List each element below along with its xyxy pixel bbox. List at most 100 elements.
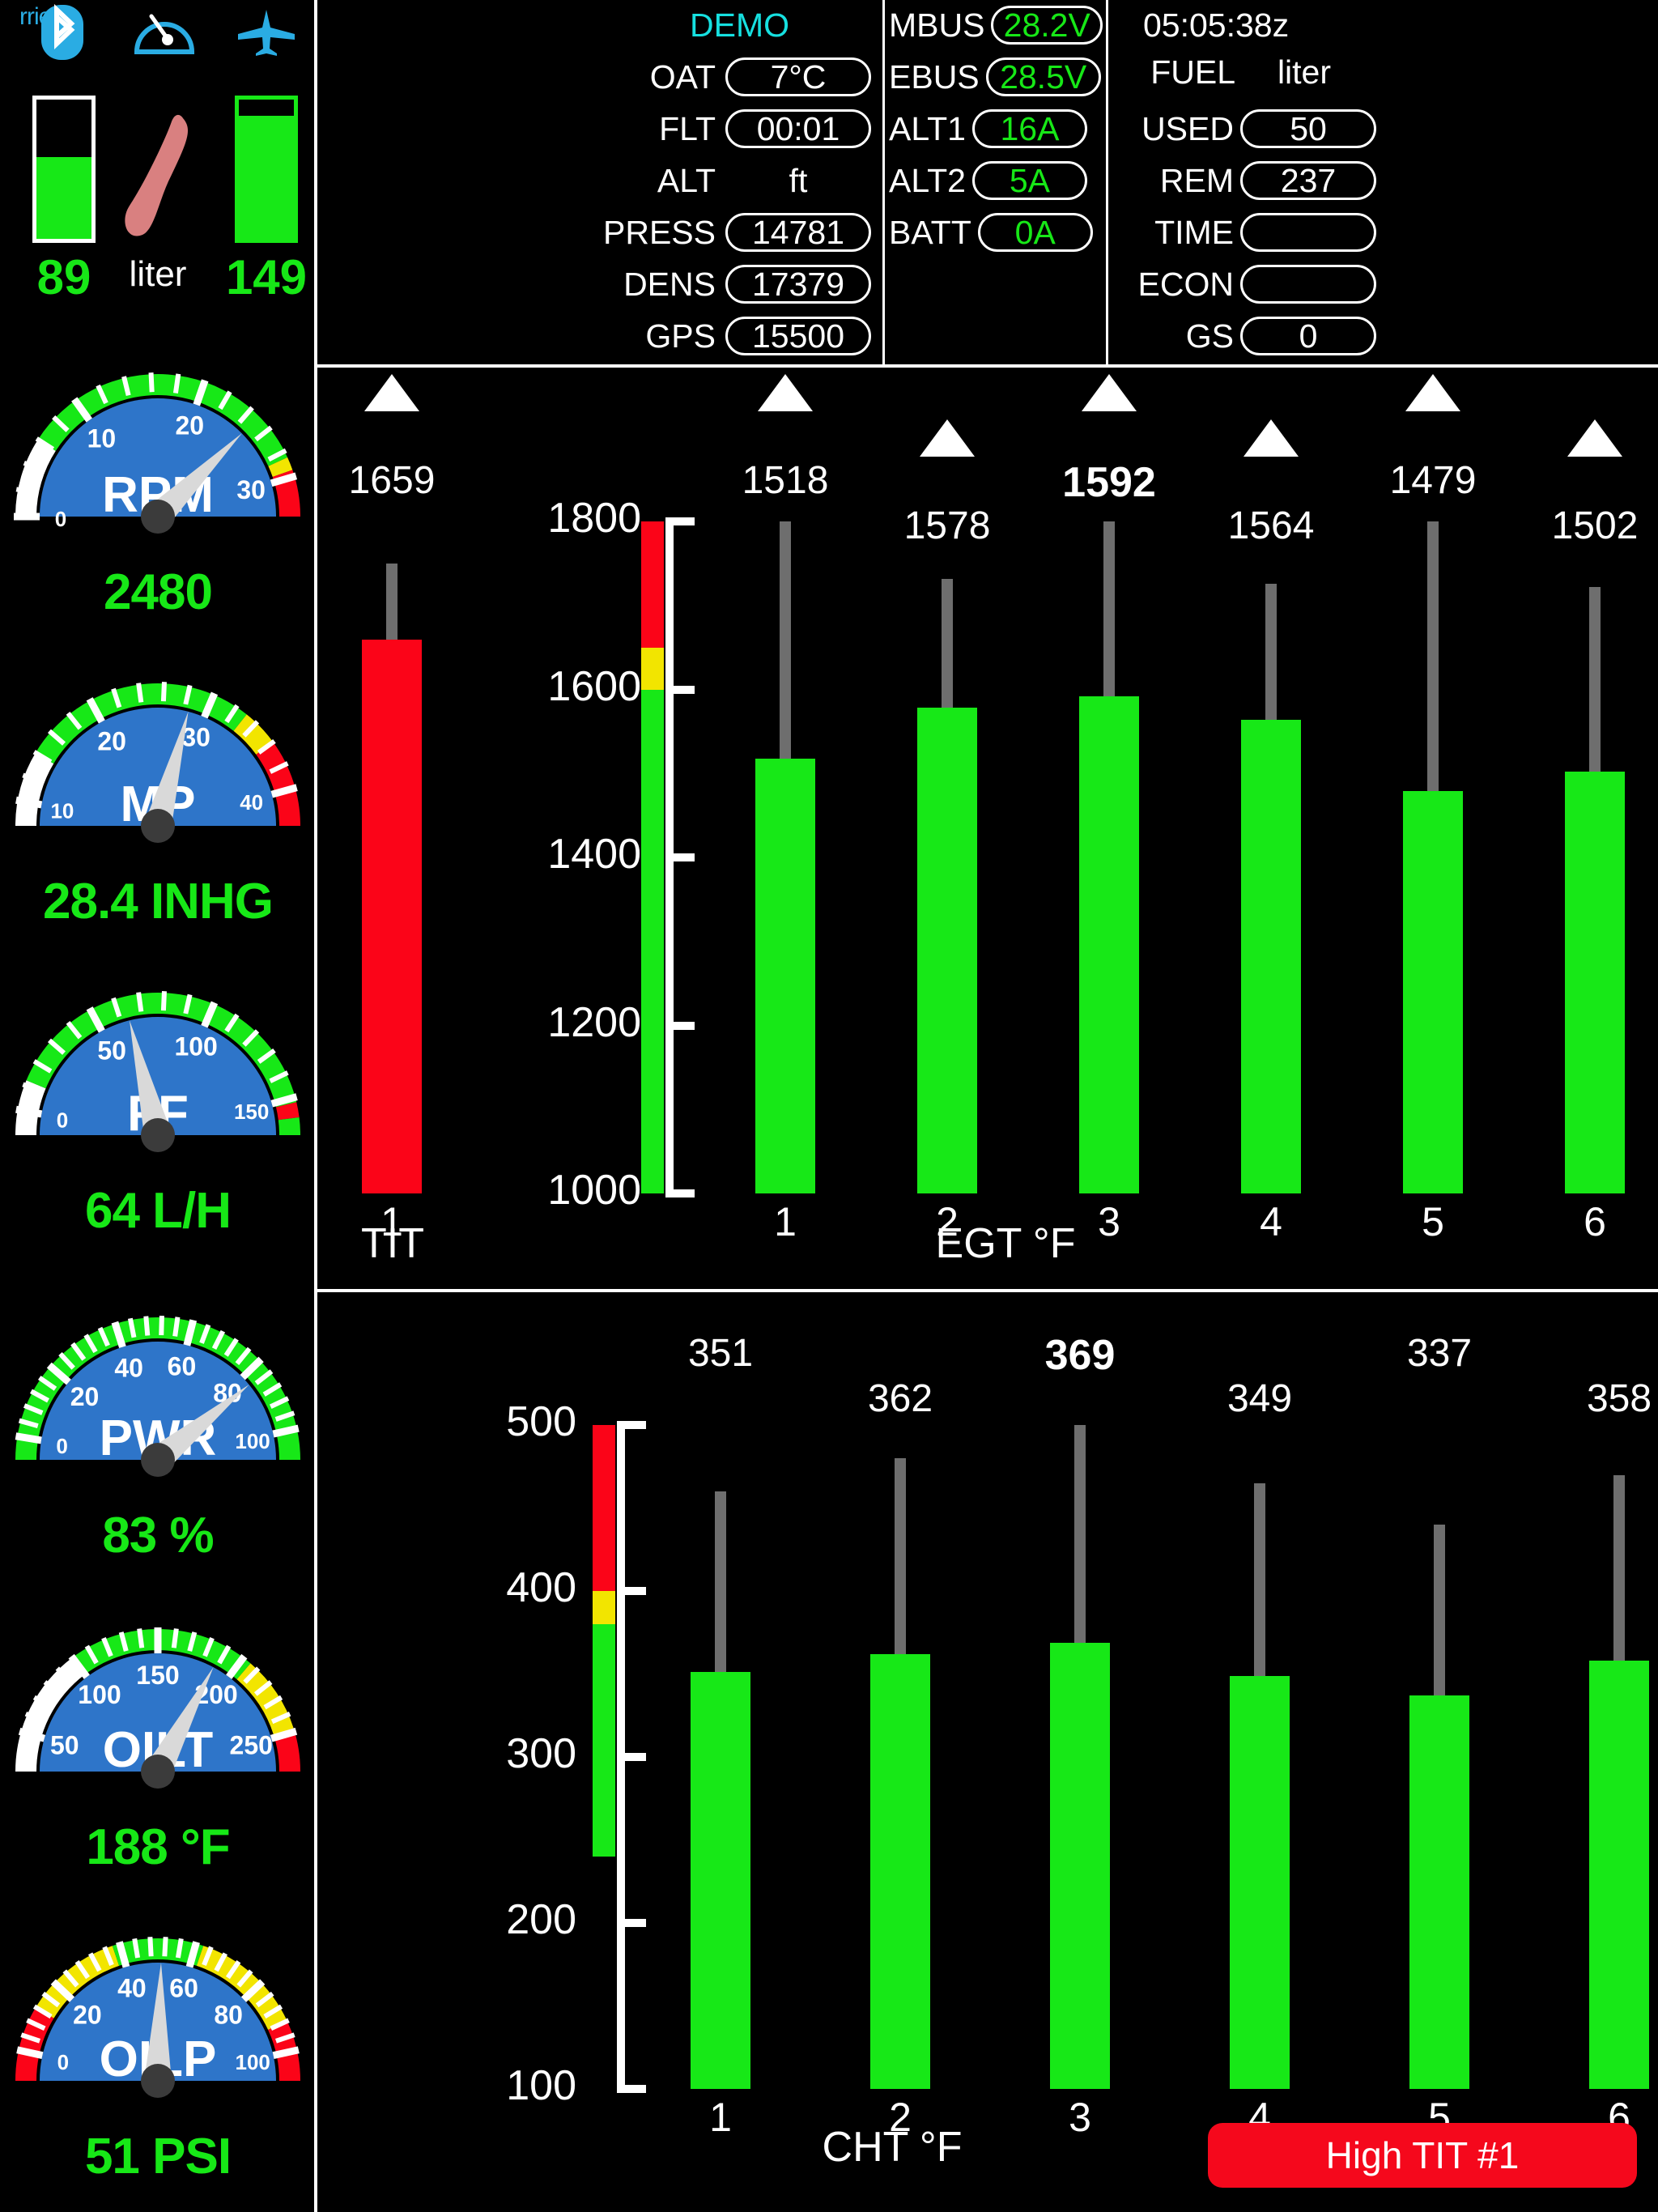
data-row-oat: OAT 7°C (317, 53, 882, 100)
fuel-row-label-used: USED (1141, 109, 1234, 147)
data-panel-col-flight: DEMO OAT 7°C FLT 00:01 ALT ft PRESS 14781 DENS 173… (317, 0, 884, 366)
bar-value-cht-5: 337 (1406, 1332, 1473, 1375)
gauge-oilp-dial: 020406080100OILP (11, 1888, 304, 2131)
gauge-rpm-tick-30: 30 (236, 475, 266, 504)
peak-stem-cht-1 (715, 1491, 726, 1673)
gauge-pwr-dial: 0 20 40 60 80 100 PWR (11, 1267, 304, 1510)
bar-egt-4[interactable] (1241, 719, 1301, 1193)
cht-chart-panel[interactable]: 500 400 300 200 100 351 1 362 2 369 3 349 4 337 5 358 6 C… (317, 1295, 1658, 2212)
gauge-mp-readout: 28.4 INHG (43, 874, 274, 929)
gauge-ff-tick-150: 150 (234, 1100, 269, 1124)
data-row-value-oat[interactable]: 7°C (725, 57, 871, 96)
data-row-alt: ALT ft (317, 157, 882, 204)
gauge-pwr-tick-40: 40 (114, 1353, 143, 1382)
ytick-egt-1400: 1400 (547, 831, 641, 878)
scale-strip-egt (641, 521, 664, 1193)
peak-stem-egt-4 (1265, 583, 1277, 720)
gauge-mp-svg: 10203040MP (15, 682, 300, 843)
bar-value-egt-2: 1578 (903, 504, 991, 547)
gauge-icon (134, 6, 195, 61)
ytick-egt-1200: 1200 (547, 998, 641, 1046)
gauge-oilp-svg: 020406080100OILP (15, 1937, 300, 2098)
data-row-value-mbus[interactable]: 28.2V (991, 6, 1103, 45)
data-row-value-alt1[interactable]: 16A (971, 109, 1087, 148)
gauge-pwr-needle (149, 1385, 249, 1471)
demo-label: DEMO (690, 6, 789, 44)
xtick-cht-1: 1 (709, 2095, 732, 2140)
data-row-gps: GPS 15500 (317, 313, 882, 359)
gauge-ff[interactable]: 050100150FF64 L/H (0, 942, 316, 1250)
data-row-dens: DENS 17379 (317, 261, 882, 308)
xtick-egt-3: 3 (1098, 1199, 1120, 1244)
gauge-rpm-dial: 0 10 20 30 RPM (11, 324, 304, 567)
fuel-row-value-rem[interactable]: 237 (1240, 161, 1376, 200)
data-row-value-batt[interactable]: 0A (977, 213, 1093, 252)
ytick-egt-1600: 1600 (547, 662, 641, 710)
gauge-mp-tick-20: 20 (97, 726, 126, 755)
fuel-header-row: FUEL liter (1122, 49, 1381, 96)
fuel-row-value-econ[interactable] (1240, 265, 1376, 304)
scale-band-cht-2 (593, 1425, 615, 1591)
status-badge-alert[interactable]: High TIT #1 (1208, 2123, 1637, 2188)
data-row-value-alt2[interactable]: 5A (971, 161, 1087, 200)
gauge-oilt-hub (141, 1755, 175, 1789)
gauge-rpm-tick-20: 20 (175, 411, 204, 440)
bar-cht-1[interactable] (691, 1672, 750, 2089)
bar-value-egt-1: 1518 (742, 459, 829, 502)
data-row-label-press: PRESS (603, 213, 716, 251)
egt-panel-bottom-rule (317, 1289, 1658, 1292)
gauge-rpm-readout: 2480 (104, 564, 213, 620)
data-row-value-gps[interactable]: 15500 (725, 317, 871, 355)
gauge-mp[interactable]: 10203040MP 28.4 INHG (0, 633, 316, 941)
gauge-oilt[interactable]: 50100150200250OILT188 °F (0, 1579, 316, 1887)
gauge-pwr[interactable]: 0 20 40 60 80 100 PWR 83 % (0, 1267, 316, 1575)
fuel-tanks-row: 89 liter 149 (0, 96, 316, 330)
gauge-oilp-hub (141, 2064, 175, 2098)
fuel-row-label-rem: REM (1159, 161, 1234, 199)
bar-cht-2[interactable] (870, 1653, 930, 2089)
peak-stem-egt-6 (1589, 586, 1601, 772)
egt-chart-panel[interactable]: 1659 1 TIT 1800 1600 1400 1200 1000 1518 1 1578 2 15… (317, 368, 1658, 1287)
data-row-label-ebus: EBUS (889, 57, 980, 96)
fuel-row-time: TIME (1114, 209, 1381, 256)
gauge-oilp[interactable]: 020406080100OILP51 PSI (0, 1888, 316, 2196)
fuel-unit-label: liter (129, 254, 187, 294)
peak-stem-cht-5 (1434, 1525, 1445, 1696)
data-row-label-flt: FLT (659, 109, 716, 147)
fuel-row-value-gs[interactable]: 0 (1240, 317, 1376, 355)
gauge-rpm[interactable]: 0 10 20 30 RPM 2480 (0, 324, 316, 632)
data-row-value-dens[interactable]: 17379 (725, 265, 871, 304)
data-row-value-ebus[interactable]: 28.5V (985, 57, 1101, 96)
data-row-value-flt[interactable]: 00:01 (725, 109, 871, 148)
data-row-value-press[interactable]: 14781 (725, 213, 871, 252)
ytick-cht-400: 400 (506, 1564, 576, 1611)
bar-egt-5[interactable] (1403, 791, 1463, 1193)
bar-cht-6[interactable] (1589, 1661, 1649, 2089)
fuel-row-value-time[interactable] (1240, 213, 1376, 252)
peak-stem-cht-3 (1074, 1425, 1086, 1643)
bar-egt-3[interactable] (1079, 696, 1139, 1193)
bar-cht-4[interactable] (1230, 1675, 1290, 2089)
bar-cht-3[interactable] (1050, 1642, 1110, 2089)
gauge-oilt-tick-250: 250 (230, 1730, 273, 1759)
fuel-row-econ: ECON (1114, 261, 1381, 308)
data-panel-bottom-rule (317, 364, 1658, 368)
bar-tit-1[interactable] (362, 640, 422, 1193)
scale-bracket-tick-egt-0 (665, 517, 695, 525)
fuel-left-value: 89 (36, 250, 91, 304)
fuel-row-label-econ: ECON (1137, 265, 1234, 303)
bar-egt-2[interactable] (917, 708, 977, 1193)
bar-egt-6[interactable] (1565, 772, 1625, 1193)
gauge-ff-tick-0: 0 (57, 1108, 68, 1133)
bar-cht-5[interactable] (1409, 1695, 1469, 2089)
scale-band-cht-0 (593, 1624, 615, 1857)
gauge-ff-tick-50: 50 (97, 1036, 126, 1065)
xtick-egt-4: 4 (1260, 1199, 1282, 1244)
fuel-row-value-used[interactable]: 50 (1240, 109, 1376, 148)
fuel-tank-left-fill (32, 157, 96, 243)
gauge-oilt-tick-100: 100 (78, 1680, 121, 1709)
data-row-label-gps: GPS (645, 317, 716, 355)
peak-marker-egt-4 (1244, 419, 1299, 457)
bar-egt-1[interactable] (755, 758, 815, 1193)
